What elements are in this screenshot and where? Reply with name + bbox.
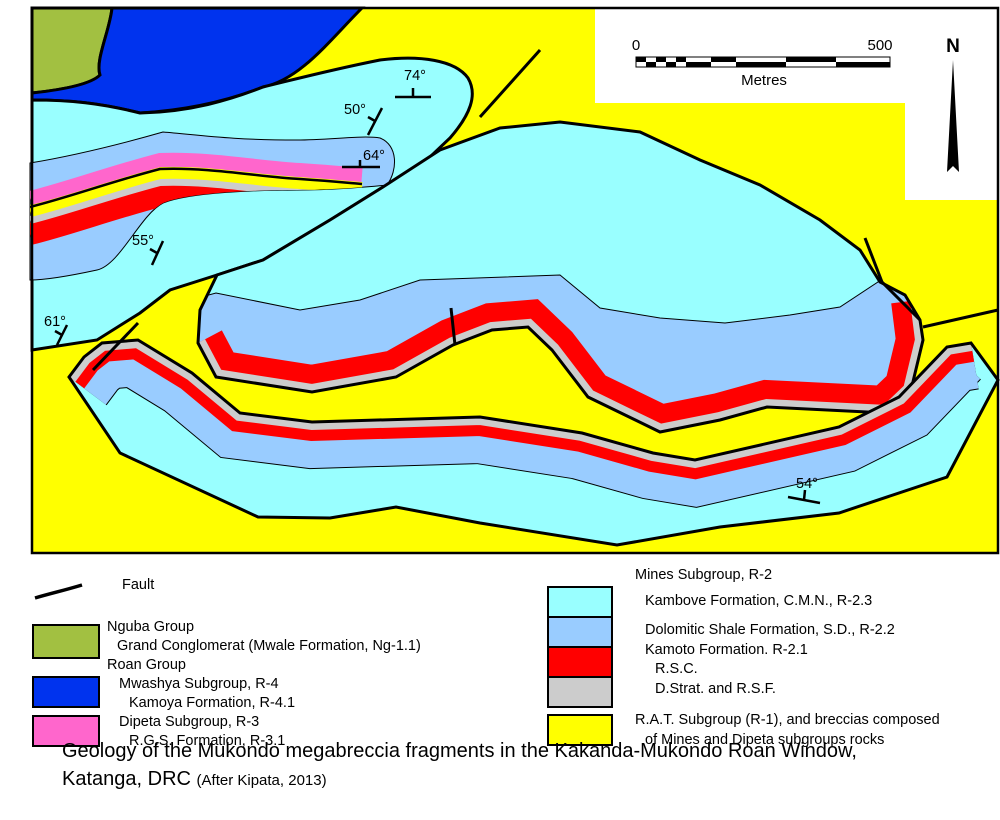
rat-band [30, 166, 363, 217]
legend-roan-group: Roan Group [107, 657, 186, 673]
legend-rgs: R.G.S. Formation, R-3.1 [129, 733, 286, 749]
legend-mines-subgroup: Mines Subgroup, R-2 [635, 567, 773, 583]
scale-start-label: 0 [632, 37, 640, 54]
fault-legend-icon [34, 583, 83, 600]
fault-line [863, 237, 922, 322]
legend-swatch-rat [547, 714, 613, 746]
legend-rat-2: of Mines and Dipeta subgroups rocks [645, 732, 885, 748]
center-fragment-outline [196, 120, 925, 434]
fault-line-inner [30, 167, 363, 209]
scale-unit-label: Metres [741, 72, 787, 89]
figure-caption-line2: Katanga, DRC (After Kipata, 2013) [62, 768, 327, 792]
legend-swatch-dolomitic [547, 616, 613, 648]
caption-location: Katanga, DRC [62, 768, 191, 790]
kambove-fragment-upper-left [30, 56, 474, 352]
fault-line [478, 48, 542, 119]
fault-line [91, 321, 140, 372]
fault-line [922, 308, 999, 329]
legend-dipeta: Dipeta Subgroup, R-3 [119, 714, 260, 730]
strike-dip-symbol [342, 160, 380, 169]
dipeta-band [30, 152, 363, 205]
dip-label: 54° [796, 476, 818, 492]
scale-end-label: 500 [867, 37, 892, 54]
legend-rsc: R.S.C. [655, 661, 698, 677]
strike-dip-symbol [366, 107, 384, 136]
dip-label: 61° [44, 314, 66, 330]
geologic-map: 0 500 Metres N 74° 50° 64° 55° 61° 54° [29, 6, 1000, 555]
legend-kamoya: Kamoya Formation, R-4.1 [129, 695, 296, 711]
legend-kamoto: Kamoto Formation. R-2.1 [645, 642, 808, 658]
fault-line [449, 307, 457, 346]
legend-dolomitic: Dolomitic Shale Formation, S.D., R-2.2 [645, 622, 895, 638]
faults [91, 48, 999, 372]
legend-swatch-kambove [547, 586, 613, 618]
strike-dip-symbol [54, 324, 69, 346]
legend-swatch-dstrat [547, 676, 613, 708]
north-label: N [946, 36, 960, 57]
legend-swatch-dipeta [32, 715, 100, 747]
dip-label: 64° [363, 148, 385, 164]
legend-dstrat: D.Strat. and R.S.F. [655, 681, 776, 697]
strike-dip-symbol [149, 240, 165, 266]
dip-label: 74° [404, 68, 426, 84]
legend-nguba-group: Nguba Group [107, 619, 195, 635]
legend-swatch-rsc [547, 646, 613, 678]
legend-kambove: Kambove Formation, C.M.N., R-2.3 [645, 593, 873, 609]
dip-label: 50° [344, 102, 366, 118]
caption-source: (After Kipata, 2013) [196, 772, 327, 789]
legend-mwashya: Mwashya Subgroup, R-4 [119, 676, 279, 692]
legend-grand-conglomerat: Grand Conglomerat (Mwale Formation, Ng-1… [117, 638, 421, 654]
figure-caption-line1: Geology of the Mukondo megabreccia fragm… [62, 740, 857, 762]
legend-swatch-mwashya [32, 676, 100, 708]
dip-label: 55° [132, 233, 154, 249]
strike-dip-symbol [395, 88, 431, 99]
map-frame [30, 6, 1000, 555]
strike-dip-symbol [787, 489, 821, 505]
scale-bar: 0 500 Metres [632, 37, 893, 89]
north-arrow-icon: N [946, 36, 960, 172]
legend-swatch-nguba [32, 624, 100, 659]
legend-rat-1: R.A.T. Subgroup (R-1), and breccias comp… [635, 712, 940, 728]
legend-fault: Fault [122, 577, 155, 593]
